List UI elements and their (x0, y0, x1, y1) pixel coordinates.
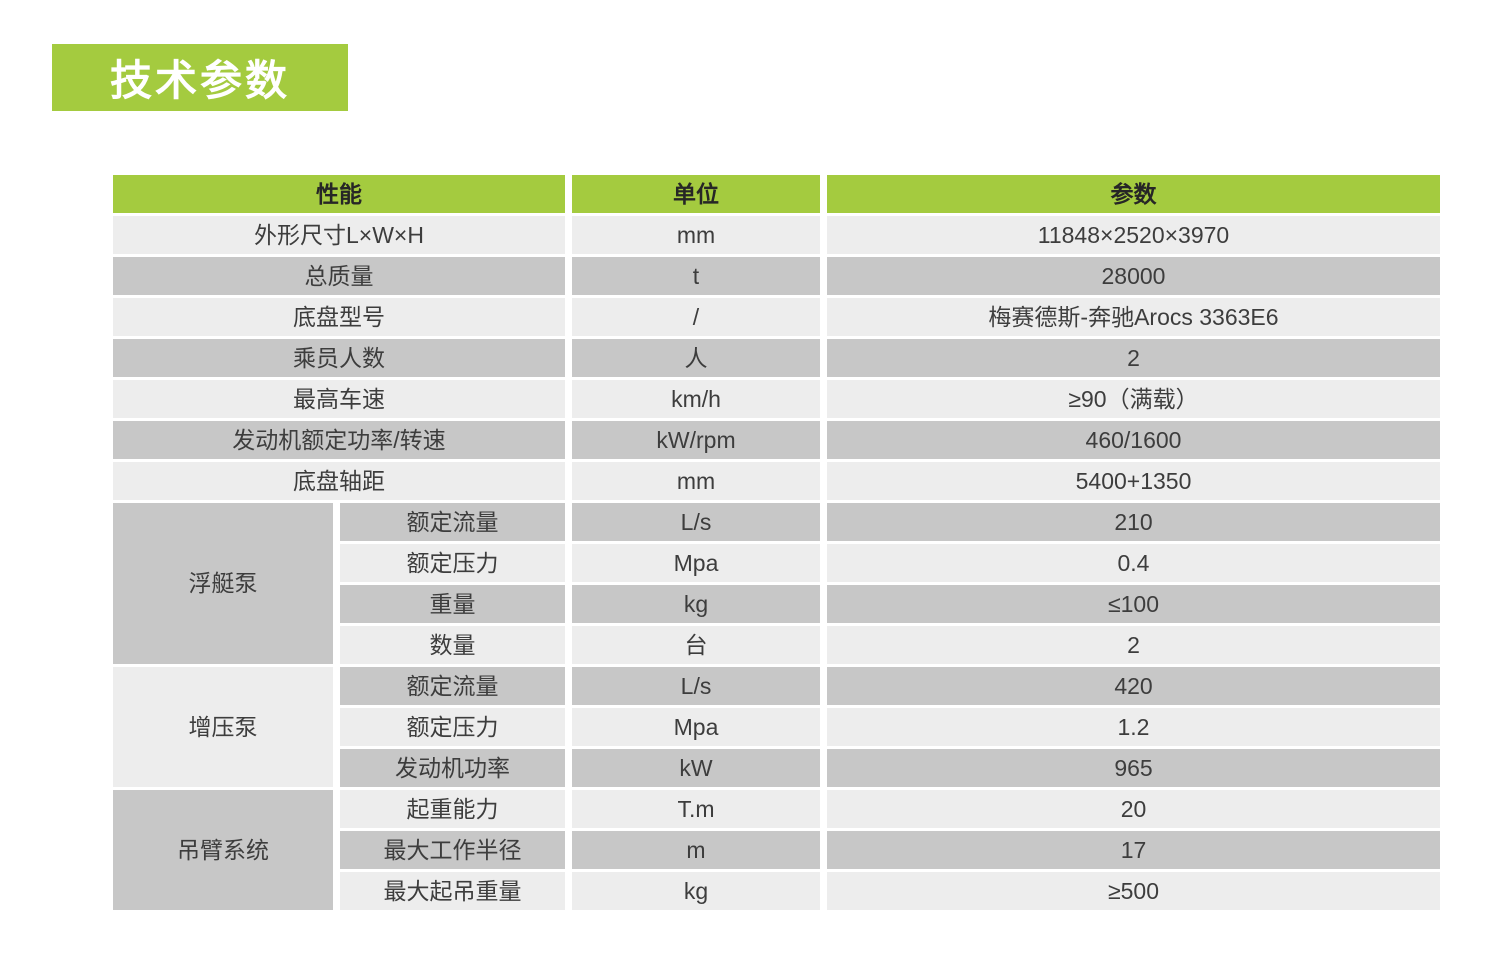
group-label-boom-system: 吊臂系统 (113, 790, 333, 910)
spec-unit: kW/rpm (572, 421, 820, 459)
spec-value: ≤100 (827, 585, 1440, 623)
spec-unit: 人 (572, 339, 820, 377)
header-cell-unit: 单位 (572, 175, 820, 213)
spec-sublabel: 额定压力 (340, 544, 565, 582)
spec-sublabel: 数量 (340, 626, 565, 664)
spec-unit: mm (572, 462, 820, 500)
group-label-booster-pump: 增压泵 (113, 667, 333, 787)
spec-value: 0.4 (827, 544, 1440, 582)
spec-label: 底盘轴距 (113, 462, 565, 500)
spec-sublabel: 起重能力 (340, 790, 565, 828)
spec-value: 梅赛德斯-奔驰Arocs 3363E6 (827, 298, 1440, 336)
spec-value: 460/1600 (827, 421, 1440, 459)
spec-unit: mm (572, 216, 820, 254)
spec-value: 17 (827, 831, 1440, 869)
spec-label: 最高车速 (113, 380, 565, 418)
spec-value: 420 (827, 667, 1440, 705)
spec-value: ≥500 (827, 872, 1440, 910)
spec-value: 20 (827, 790, 1440, 828)
spec-label: 发动机额定功率/转速 (113, 421, 565, 459)
spec-value: 28000 (827, 257, 1440, 295)
spec-unit: T.m (572, 790, 820, 828)
page-title-text: 技术参数 (109, 57, 290, 104)
spec-unit: / (572, 298, 820, 336)
group-label-float-pump: 浮艇泵 (113, 503, 333, 664)
spec-unit: L/s (572, 503, 820, 541)
spec-value: 210 (827, 503, 1440, 541)
spec-unit: Mpa (572, 708, 820, 746)
spec-sublabel: 额定流量 (340, 667, 565, 705)
spec-value: ≥90（满载） (827, 380, 1440, 418)
spec-sublabel: 额定流量 (340, 503, 565, 541)
spec-unit: kg (572, 585, 820, 623)
spec-label: 乘员人数 (113, 339, 565, 377)
spec-value: 2 (827, 339, 1440, 377)
spec-unit: km/h (572, 380, 820, 418)
spec-value: 5400+1350 (827, 462, 1440, 500)
spec-sublabel: 发动机功率 (340, 749, 565, 787)
header-cell-performance: 性能 (113, 175, 565, 213)
spec-value: 11848×2520×3970 (827, 216, 1440, 254)
spec-value: 965 (827, 749, 1440, 787)
spec-sublabel: 额定压力 (340, 708, 565, 746)
spec-sublabel: 最大工作半径 (340, 831, 565, 869)
spec-unit: m (572, 831, 820, 869)
spec-label: 底盘型号 (113, 298, 565, 336)
spec-value: 1.2 (827, 708, 1440, 746)
spec-unit: kW (572, 749, 820, 787)
spec-unit: 台 (572, 626, 820, 664)
spec-table: 性能 单位 参数 外形尺寸L×W×H mm 11848×2520×3970 总质… (113, 175, 1440, 910)
spec-value: 2 (827, 626, 1440, 664)
page-title: 技术参数 (52, 44, 348, 111)
spec-label: 总质量 (113, 257, 565, 295)
spec-unit: t (572, 257, 820, 295)
spec-sublabel: 最大起吊重量 (340, 872, 565, 910)
spec-unit: kg (572, 872, 820, 910)
spec-unit: L/s (572, 667, 820, 705)
spec-unit: Mpa (572, 544, 820, 582)
spec-label: 外形尺寸L×W×H (113, 216, 565, 254)
header-cell-parameter: 参数 (827, 175, 1440, 213)
spec-sublabel: 重量 (340, 585, 565, 623)
